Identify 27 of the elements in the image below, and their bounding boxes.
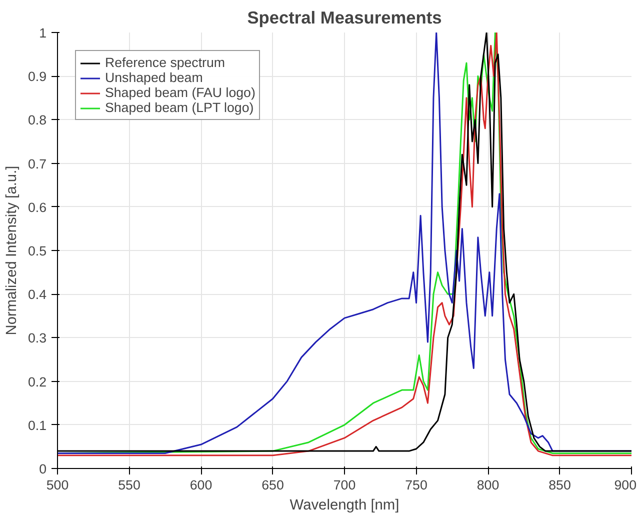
- x-tick-label: 800: [476, 478, 500, 492]
- x-tick-label: 850: [548, 478, 571, 492]
- y-tick-label: 1: [39, 26, 47, 40]
- chart-title: Spectral Measurements: [247, 8, 442, 28]
- x-tick-label: 650: [262, 478, 284, 492]
- legend-label: Unshaped beam: [105, 70, 203, 85]
- y-tick-label: 0.3: [28, 330, 47, 346]
- x-tick-label: 900: [614, 478, 637, 492]
- y-tick-label: 0: [39, 462, 47, 476]
- y-tick-label: 0.8: [28, 112, 47, 128]
- legend-label: Reference spectrum: [105, 55, 226, 70]
- y-axis-title: Normalized Intensity [a.u.]: [4, 166, 20, 336]
- x-axis-title: Wavelength [nm]: [290, 498, 400, 514]
- legend-label: Shaped beam (LPT logo): [105, 100, 254, 115]
- x-tick-label: 700: [333, 478, 356, 492]
- x-tick-label: 500: [46, 478, 69, 492]
- y-tick-label: 0.6: [28, 200, 47, 215]
- x-tick-label: 750: [405, 478, 428, 492]
- y-tick-label: 0.5: [28, 244, 47, 258]
- x-tick-label: 550: [118, 478, 140, 492]
- x-tick-label: 600: [190, 478, 212, 492]
- legend-label: Shaped beam (FAU logo): [105, 85, 256, 100]
- y-tick-label: 0.7: [28, 156, 47, 172]
- y-tick-label: 0.4: [28, 287, 48, 302]
- y-tick-label: 0.2: [28, 374, 47, 390]
- y-tick-label: 0.1: [28, 418, 47, 433]
- y-tick-label: 0.9: [28, 69, 47, 84]
